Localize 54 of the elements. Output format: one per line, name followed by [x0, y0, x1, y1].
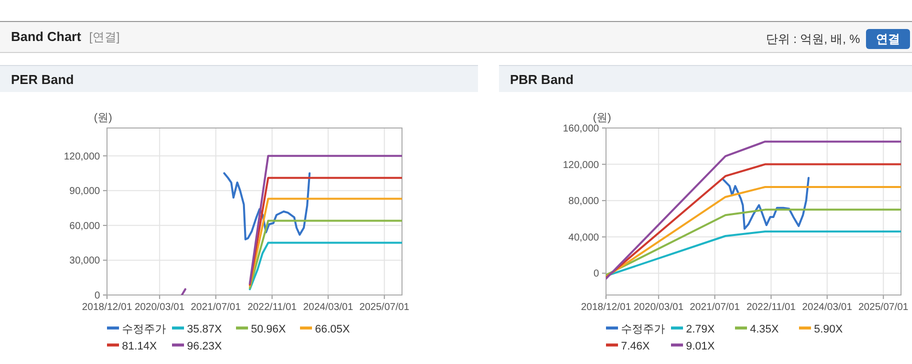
legend-item: 35.87X [172, 324, 222, 336]
xtick: 2025/07/01 [858, 302, 908, 313]
ytick: 80,000 [568, 196, 599, 208]
xtick: 2024/03/01 [802, 302, 852, 313]
ytick: 120,000 [562, 160, 599, 171]
title: PBR Band [510, 72, 574, 87]
legend-item: 66.05X [300, 324, 350, 336]
ytick: 60,000 [69, 220, 100, 232]
legend-label: 81.14X [122, 340, 158, 352]
legend-item: 2.79X [671, 324, 715, 336]
legend-item: 수정주가 [606, 324, 665, 336]
legend-label: 50.96X [251, 324, 287, 336]
legend-item: 9.01X [671, 340, 715, 352]
legend-item: 7.46X [606, 340, 650, 352]
xtick: 2020/03/01 [134, 302, 185, 313]
legend-label: 5.90X [814, 324, 844, 336]
xtick: 2022/11/01 [746, 302, 796, 313]
legend-label: 66.05X [315, 324, 351, 336]
legend-item: 수정주가 [107, 324, 166, 336]
title: PER Band [11, 72, 74, 87]
xtick: 2020/03/01 [634, 302, 684, 313]
legend-item: 81.14X [107, 340, 157, 352]
annotation: 단위 : 억원, 배, % [766, 32, 860, 46]
ylabel: (원) [94, 112, 112, 124]
legend-label: 수정주가 [621, 324, 665, 336]
legend-label: 2.79X [686, 324, 716, 336]
xtick: 2021/07/01 [190, 302, 241, 313]
button-label: 연결 [876, 32, 900, 46]
ytick: 0 [94, 290, 100, 302]
ytick: 30,000 [69, 256, 100, 267]
xtick: 2018/12/01 [82, 302, 132, 313]
ytick: 40,000 [568, 232, 599, 244]
xtick: 2021/07/01 [690, 302, 740, 313]
legend-item: 4.35X [735, 324, 779, 336]
legend-label: 수정주가 [122, 324, 166, 336]
legend-label: 9.01X [686, 340, 716, 352]
xtick: 2024/03/01 [303, 302, 354, 313]
legend-item: 96.23X [172, 340, 222, 352]
legend-item: 50.96X [236, 324, 286, 336]
title: Band Chart [11, 29, 82, 44]
legend-label: 7.46X [621, 340, 650, 352]
ylabel: (원) [592, 112, 612, 124]
xtick: 2022/11/01 [247, 302, 297, 313]
xtick: 2018/12/01 [580, 302, 632, 313]
legend-label: 35.87X [187, 324, 223, 336]
legend-label: 4.35X [750, 324, 780, 336]
annotation: [연결] [89, 30, 120, 44]
legend-label: 96.23X [187, 340, 223, 352]
ytick: 160,000 [562, 124, 599, 134]
legend-item: 5.90X [799, 324, 843, 336]
ytick: 120,000 [64, 151, 100, 162]
ytick: 90,000 [69, 186, 100, 198]
ytick: 0 [593, 268, 599, 280]
xtick: 2025/07/01 [359, 302, 410, 313]
